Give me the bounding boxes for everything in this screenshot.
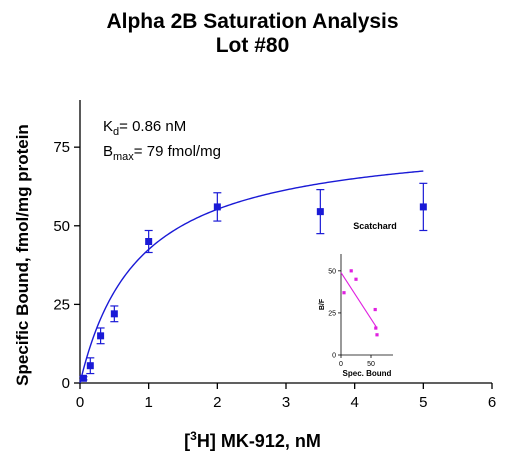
x-tick-label: 5 xyxy=(419,394,427,411)
x-tick-label: 0 xyxy=(76,394,84,411)
kd-value: = 0.86 nM xyxy=(119,118,187,135)
x-tick-label: 2 xyxy=(213,394,221,411)
saturation-fit-curve xyxy=(79,170,424,384)
x-axis-label: [3H] MK-912, nM xyxy=(0,429,505,452)
y-tick-label: 0 xyxy=(62,375,70,392)
inset-data-point xyxy=(349,269,353,273)
kd-annotation: Kd= 0.86 nM xyxy=(103,118,186,138)
inset-y-tick-label: 25 xyxy=(328,310,336,317)
inset-y-axis-label: B/F xyxy=(319,298,326,310)
x-tick-label: 4 xyxy=(350,394,358,411)
x-axis-label-rest: H] MK-912, nM xyxy=(196,431,321,451)
data-point xyxy=(316,208,324,216)
x-tick-label: 3 xyxy=(282,394,290,411)
data-point xyxy=(97,332,105,340)
bmax-annotation: Bmax= 79 fmol/mg xyxy=(103,143,221,163)
x-tick-label: 6 xyxy=(488,394,496,411)
y-tick-label: 75 xyxy=(53,139,70,156)
x-tick-label: 1 xyxy=(144,394,152,411)
inset-data-point xyxy=(354,277,358,281)
inset-x-tick-label: 50 xyxy=(367,361,375,368)
inset-data-point xyxy=(342,291,346,295)
x-axis-label-superscript: 3 xyxy=(190,429,197,443)
inset-title: Scatchard xyxy=(353,221,397,231)
inset-data-point xyxy=(375,333,379,337)
kd-subscript: d xyxy=(113,126,120,138)
y-tick-label: 50 xyxy=(53,218,70,235)
inset-data-point xyxy=(374,326,378,330)
data-point xyxy=(110,310,118,318)
data-point xyxy=(79,374,87,382)
kd-symbol: K xyxy=(103,118,114,135)
bmax-symbol: B xyxy=(103,143,114,160)
data-point xyxy=(213,203,221,211)
data-point xyxy=(86,362,94,370)
data-point xyxy=(145,238,153,245)
inset-x-axis-label: Spec. Bound xyxy=(343,369,392,378)
bmax-subscript: max xyxy=(113,151,134,163)
data-point xyxy=(419,203,427,211)
inset-fit-line xyxy=(340,272,378,329)
bmax-value: = 79 fmol/mg xyxy=(133,143,221,160)
chart-title-line2: Lot #80 xyxy=(215,34,290,57)
x-axis-label-prefix: [ xyxy=(184,431,191,451)
inset-y-tick-label: 0 xyxy=(332,353,336,360)
chart-title-line1: Alpha 2B Saturation Analysis xyxy=(106,10,399,33)
y-tick-label: 25 xyxy=(53,296,70,313)
inset-data-point xyxy=(373,307,377,312)
inset-y-tick-label: 50 xyxy=(328,268,336,275)
inset-x-tick-label: 0 xyxy=(339,361,343,368)
